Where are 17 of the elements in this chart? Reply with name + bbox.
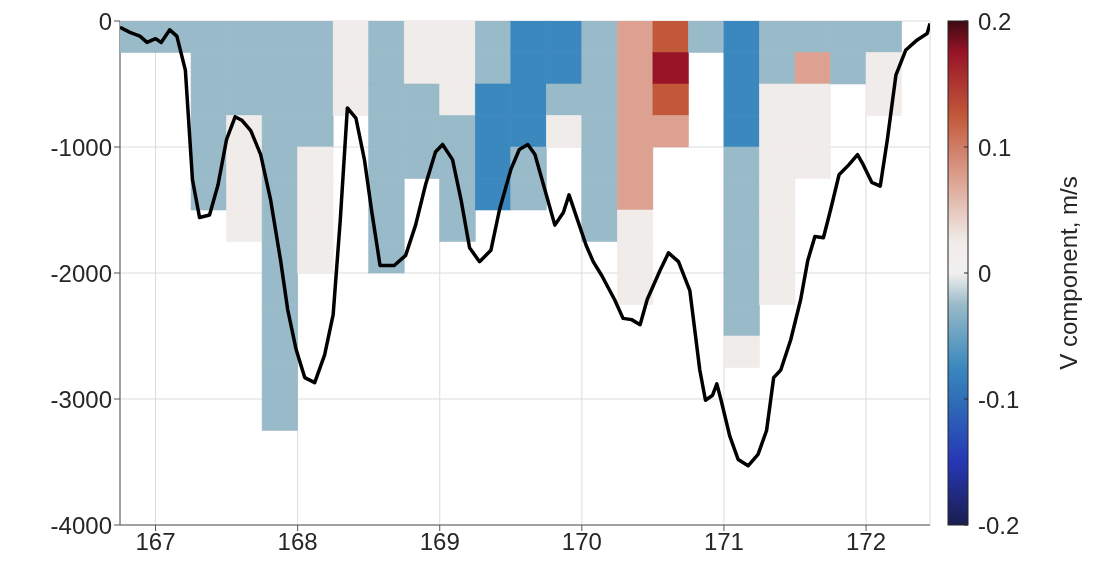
color-bar-title: V component, m/s: [1054, 176, 1082, 370]
y-tick-label: -3000: [50, 385, 112, 413]
color-bar-label: 0: [978, 259, 992, 287]
x-tick-label: 168: [277, 528, 318, 556]
x-tick-label: 169: [419, 528, 460, 556]
x-tick-label: 172: [846, 528, 887, 556]
y-tick-label: -1000: [50, 133, 112, 161]
y-tick-label: -2000: [50, 259, 112, 287]
x-tick-label: 170: [561, 528, 602, 556]
x-tick-label: 167: [135, 528, 176, 556]
x-tick-label: 171: [703, 528, 744, 556]
color-bar-label: -0.1: [978, 385, 1020, 413]
y-tick-label: -4000: [50, 511, 112, 539]
y-tick-label: 0: [98, 7, 112, 35]
color-bar-label: -0.2: [978, 511, 1020, 539]
color-bar-label: 0.2: [978, 7, 1012, 35]
color-bar-label: 0.1: [978, 133, 1012, 161]
